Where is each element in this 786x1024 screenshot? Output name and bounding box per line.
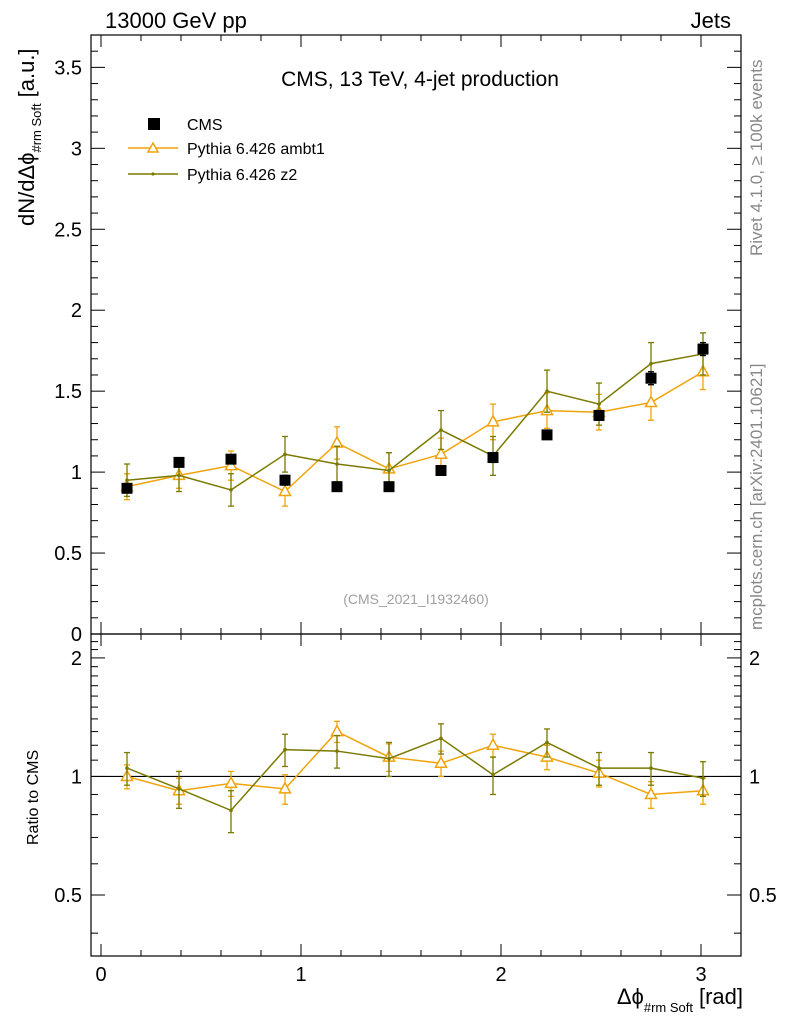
main-point-ambt1 — [434, 446, 448, 460]
main-point-z2 — [125, 478, 129, 483]
main-y-tick-label: 1 — [71, 462, 82, 484]
x-tick-label: 2 — [495, 964, 506, 986]
ratio-line-z2 — [126, 737, 704, 812]
ratio-y-tick-label: 1 — [71, 766, 82, 788]
svg-text:dN/dΔϕ#rm Soft[a.u.]: dN/dΔϕ#rm Soft [a.u.] — [14, 48, 44, 226]
ratio-y-axis-title: Ratio to CMS — [25, 750, 42, 845]
main-point-cms — [121, 482, 133, 494]
ratio-point-ambt1 — [278, 781, 292, 794]
ratio-y-tick-label-right: 2 — [749, 648, 760, 670]
main-y-tick-label: 0.5 — [54, 543, 82, 565]
ratio-line-ambt1 — [126, 730, 704, 796]
main-point-cms — [435, 464, 447, 476]
x-axis-title: Δϕ#rm Soft [rad] — [617, 984, 743, 1015]
legend-label-ambt1: Pythia 6.426 ambt1 — [187, 141, 325, 158]
main-point-cms — [383, 481, 395, 493]
main-point-z2 — [283, 452, 287, 457]
main-point-cms — [173, 456, 185, 468]
main-y-tick-label: 3 — [71, 138, 82, 160]
legend-marker-z2 — [151, 172, 155, 176]
x-tick-label: 0 — [95, 964, 106, 986]
ratio-point-z2 — [701, 776, 705, 780]
legend-marker-ambt1 — [146, 141, 160, 153]
main-point-cms — [593, 409, 605, 421]
main-point-ambt1 — [330, 435, 344, 448]
main-point-cms — [279, 474, 291, 486]
x-tick-label: 1 — [295, 964, 306, 986]
main-ylabel-base: dN/dΔϕ — [14, 153, 39, 227]
legend-label-cms: CMS — [187, 117, 223, 134]
ratio-point-z2 — [387, 756, 391, 761]
main-point-cms — [645, 372, 657, 384]
xlabel-unit: [rad] — [699, 984, 743, 1009]
main-point-cms — [487, 452, 499, 464]
ratio-point-z2 — [439, 736, 443, 741]
main-y-tick-label: 3.5 — [54, 57, 82, 79]
legend-label-z2: Pythia 6.426 z2 — [187, 167, 297, 184]
header-category-label: Jets — [690, 8, 731, 33]
main-y-tick-label: 2.5 — [54, 219, 82, 241]
ratio-point-z2 — [649, 766, 653, 770]
main-point-ambt1 — [278, 483, 292, 497]
main-y-tick-label: 1.5 — [54, 381, 82, 403]
ratio-point-ambt1 — [644, 786, 658, 800]
chart-marks — [120, 332, 710, 834]
xlabel-sub: #rm Soft — [644, 1000, 694, 1015]
ratio-point-z2 — [177, 787, 181, 791]
ratio-point-ambt1 — [486, 737, 500, 751]
main-point-z2 — [229, 488, 233, 492]
ratio-y-tick-label: 2 — [71, 648, 82, 670]
ratio-point-ambt1 — [224, 775, 238, 789]
ratio-y-tick-label-right: 1 — [749, 766, 760, 788]
ratio-point-z2 — [335, 749, 339, 753]
ratio-point-z2 — [229, 808, 233, 813]
main-ylabel-sub: #rm Soft — [29, 103, 44, 153]
main-point-ambt1 — [486, 414, 500, 427]
main-point-z2 — [177, 473, 181, 478]
main-plot-frame: 0 0.5 1 1.5 2 2.5 3 3.5 — [54, 34, 742, 646]
xlabel-base: Δϕ — [617, 984, 644, 1009]
ratio-point-z2 — [491, 772, 495, 777]
main-y-axis-title: dN/dΔϕ#rm Soft [a.u.] — [14, 48, 44, 226]
main-y-tick-label: 0 — [71, 624, 82, 646]
main-line-ambt1 — [126, 371, 704, 493]
svg-text:Ratio to CMS: Ratio to CMS — [25, 750, 42, 845]
watermark-analysis-id: (CMS_2021_I1932460) — [343, 591, 489, 607]
header-energy-label: 13000 GeV pp — [105, 8, 247, 33]
main-point-z2 — [649, 361, 653, 366]
ratio-y-tick-label-right: 0.5 — [749, 885, 777, 907]
main-point-z2 — [545, 389, 549, 393]
main-title: CMS, 13 TeV, 4-jet production — [281, 68, 559, 91]
main-point-z2 — [387, 468, 391, 473]
ratio-point-z2 — [597, 766, 601, 770]
x-tick-label: 3 — [695, 964, 706, 986]
main-line-z2 — [126, 353, 704, 491]
main-point-cms — [697, 343, 709, 355]
main-point-z2 — [335, 462, 339, 466]
ratio-plot-frame: 0 1 2 3 0.5 0.5 1 1 2 2 — [54, 633, 777, 986]
ratio-point-ambt1 — [330, 724, 344, 737]
ratio-y-tick-label: 0.5 — [54, 885, 82, 907]
main-point-z2 — [597, 402, 601, 406]
ratio-axes-box — [90, 633, 742, 957]
ratio-point-z2 — [545, 740, 549, 745]
main-point-z2 — [439, 428, 443, 432]
main-point-cms — [331, 481, 343, 493]
legend: CMS Pythia 6.426 ambt1 Pythia 6.426 z2 — [128, 117, 325, 184]
main-point-cms — [225, 453, 237, 465]
main-ylabel-unit: [a.u.] — [14, 48, 39, 97]
ratio-point-z2 — [125, 766, 129, 770]
main-point-cms — [541, 429, 553, 441]
main-point-ambt1 — [644, 394, 658, 408]
main-y-tick-label: 2 — [71, 300, 82, 322]
ratio-point-ambt1 — [434, 755, 448, 769]
ratio-point-z2 — [283, 747, 287, 752]
legend-marker-cms — [148, 118, 160, 130]
